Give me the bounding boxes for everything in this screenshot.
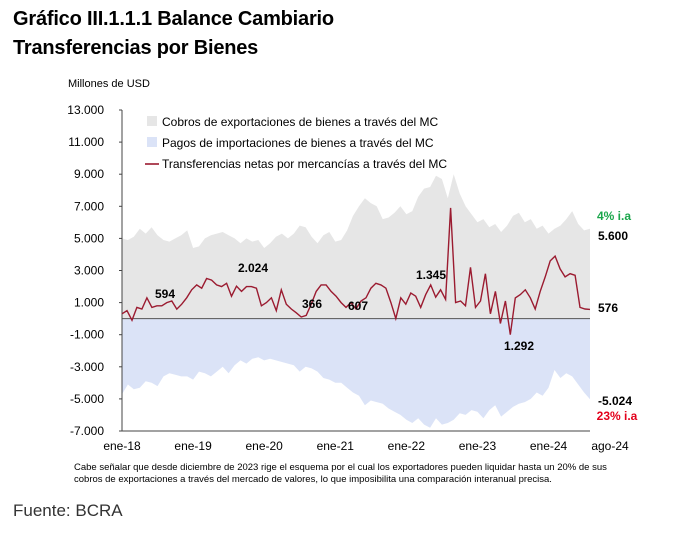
data-annotation: 1.345	[416, 268, 446, 282]
y-tick-label: -1.000	[70, 328, 104, 342]
footnote: Cabe señalar que desde diciembre de 2023…	[74, 462, 607, 485]
y-tick-label: 5.000	[74, 231, 104, 245]
x-tick-label: ene-21	[317, 439, 355, 453]
data-annotation: 1.292	[504, 339, 534, 353]
x-tick-label: ene-20	[245, 439, 283, 453]
exports-area	[122, 174, 590, 319]
chart-plot: 13.000 11.000 9.000 7.000 5.000 3.000 1.000 -1.…	[67, 103, 638, 453]
x-tick-label: ene-23	[459, 439, 497, 453]
y-tick-label: 3.000	[74, 264, 104, 278]
data-annotation: 366	[302, 297, 322, 311]
legend-swatch	[147, 137, 157, 147]
data-annotation: 4% i.a	[597, 209, 631, 223]
net-transfers-line	[121, 207, 591, 335]
chart-subtitle: Transferencias por Bienes	[13, 37, 259, 59]
y-tick-label: 13.000	[67, 103, 104, 117]
source-note: Fuente: BCRA	[13, 501, 123, 520]
x-tick-label: ago-24	[591, 439, 629, 453]
y-tick-label: 11.000	[68, 135, 104, 149]
y-tick-label: 9.000	[74, 167, 104, 181]
data-annotation: 23% i.a	[597, 409, 638, 423]
y-tick-label: 7.000	[74, 199, 104, 213]
data-annotation: 576	[598, 301, 618, 315]
legend-label: Transferencias netas por mercancías a tr…	[162, 157, 447, 171]
y-tick-label: -7.000	[70, 424, 104, 438]
x-tick-label: ene-18	[103, 439, 141, 453]
data-annotation: 607	[348, 299, 368, 313]
y-axis-label: Millones de USD	[68, 78, 150, 90]
x-tick-label: ene-19	[174, 439, 212, 453]
data-annotation: -5.024	[598, 394, 632, 408]
x-tick-label: ene-24	[530, 439, 568, 453]
y-tick-label: -3.000	[70, 360, 104, 374]
legend-swatch	[147, 116, 157, 126]
data-annotation: 5.600	[598, 229, 628, 243]
data-annotation: 594	[155, 287, 175, 301]
legend-label: Pagos de importaciones de bienes a travé…	[162, 136, 434, 150]
x-tick-label: ene-22	[388, 439, 426, 453]
imports-area	[122, 318, 590, 428]
y-tick-label: -5.000	[70, 392, 104, 406]
data-annotation: 2.024	[238, 261, 268, 275]
chart-title: Gráfico III.1.1.1 Balance Cambiario	[13, 8, 334, 30]
y-tick-label: 1.000	[74, 296, 104, 310]
legend-label: Cobros de exportaciones de bienes a trav…	[162, 115, 438, 129]
